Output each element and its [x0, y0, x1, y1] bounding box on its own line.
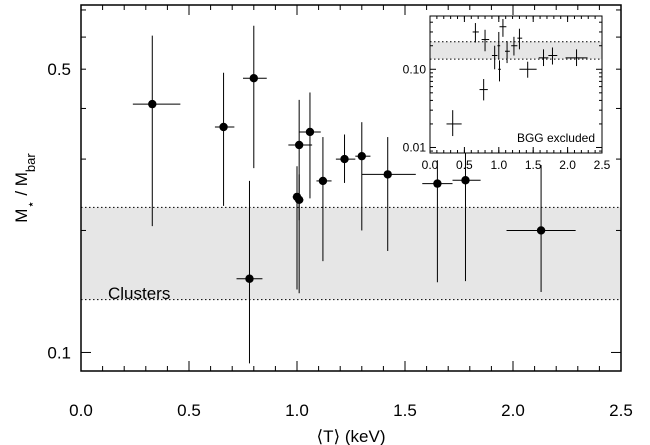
inset-data-point — [519, 61, 537, 78]
y-axis-title-star: ⋆ — [23, 200, 38, 208]
main-data-point — [214, 72, 235, 206]
x-axis-title: ⟨T⟩ (keV) — [317, 427, 386, 445]
main-point-marker — [318, 176, 328, 186]
main-data-point — [422, 160, 453, 283]
y-axis-title-m: M — [12, 209, 31, 223]
main-point-marker — [294, 140, 304, 150]
cluster-band-label: Clusters — [108, 284, 170, 303]
cluster-band-layer — [81, 206, 621, 301]
inset-y-tick-label: 0.10 — [403, 62, 427, 76]
inset-plot-panel: 0.0 0.5 1.0 1.5 2.0 2.5 0.01 0.10 BGG excluded — [403, 15, 611, 172]
main-x-tick-label: 2.5 — [609, 401, 633, 420]
y-axis-title-sep: / M — [12, 172, 31, 200]
main-data-point — [335, 134, 356, 183]
inset-data-point — [565, 49, 588, 67]
main-data-point — [243, 25, 267, 169]
main-data-point — [506, 165, 576, 292]
inset-data-point — [446, 110, 462, 137]
inset-data-point — [504, 40, 510, 64]
inset-data-point — [548, 47, 558, 65]
main-point-marker — [148, 99, 157, 109]
main-point-marker — [357, 151, 366, 161]
main-point-marker — [340, 154, 349, 164]
inset-data-point — [479, 79, 488, 101]
inset-data-point — [538, 49, 549, 67]
main-plot-panel: 0.0 0.5 1.0 1.5 2.0 2.5 0.1 0.5 Clusters ⟨T⟩ (k… — [12, 4, 633, 445]
main-x-tick-label: 1.5 — [393, 401, 417, 420]
main-data-point — [299, 92, 321, 199]
main-point-marker — [245, 274, 254, 283]
main-point-marker — [383, 170, 392, 179]
main-axis-ticks: 0.0 0.5 1.0 1.5 2.0 2.5 0.1 0.5 — [47, 5, 633, 420]
main-data-point — [316, 137, 332, 262]
inset-data-point — [497, 31, 501, 60]
inset-data-point — [491, 45, 498, 70]
inset-x-tick-label: 2.0 — [559, 158, 576, 172]
main-point-marker — [461, 176, 470, 185]
main-data-point — [355, 122, 371, 231]
main-x-tick-label: 0.0 — [69, 401, 93, 420]
main-point-marker — [219, 122, 228, 132]
inset-axis-ticks: 0.0 0.5 1.0 1.5 2.0 2.5 0.01 0.10 — [403, 16, 611, 172]
inset-x-tick-label: 2.5 — [594, 158, 611, 172]
inset-x-tick-label: 1.5 — [525, 158, 542, 172]
main-y-tick-label: 0.5 — [47, 60, 71, 79]
y-axis-title-sub: bar — [23, 153, 38, 172]
inset-data-point — [481, 29, 490, 52]
inset-x-tick-label: 0.0 — [422, 158, 439, 172]
inset-band-layer — [430, 41, 602, 60]
main-data-point — [236, 180, 263, 364]
y-axis-title: M⋆ / Mbar — [12, 153, 38, 223]
inset-data-point — [517, 28, 523, 50]
main-x-tick-label: 0.5 — [177, 401, 201, 420]
main-data-point — [288, 99, 313, 221]
main-x-tick-label: 1.0 — [285, 401, 309, 420]
main-y-tick-label: 0.1 — [47, 343, 71, 362]
inset-data-point — [499, 18, 507, 37]
main-point-marker — [305, 127, 315, 137]
main-data-point — [132, 35, 181, 227]
inset-data-point — [498, 60, 501, 82]
inset-data-point — [511, 36, 518, 56]
inset-data-point — [472, 23, 479, 43]
main-x-tick-label: 2.0 — [501, 401, 525, 420]
main-data-point — [452, 137, 481, 282]
inset-x-tick-label: 1.0 — [490, 158, 507, 172]
inset-band-fill — [430, 41, 602, 60]
inset-background — [430, 16, 602, 153]
main-data-point — [361, 137, 416, 251]
inset-y-tick-label: 0.01 — [403, 140, 427, 154]
inset-x-tick-label: 0.5 — [456, 158, 473, 172]
main-band-fill — [81, 207, 621, 300]
main-point-marker — [536, 226, 546, 235]
main-point-marker — [433, 179, 442, 188]
inset-plot-frame — [429, 15, 603, 154]
inset-data-points — [446, 18, 588, 137]
main-plot-frame — [80, 4, 622, 372]
main-point-marker — [249, 74, 258, 83]
main-data-points — [132, 25, 576, 364]
inset-note: BGG excluded — [517, 131, 595, 145]
